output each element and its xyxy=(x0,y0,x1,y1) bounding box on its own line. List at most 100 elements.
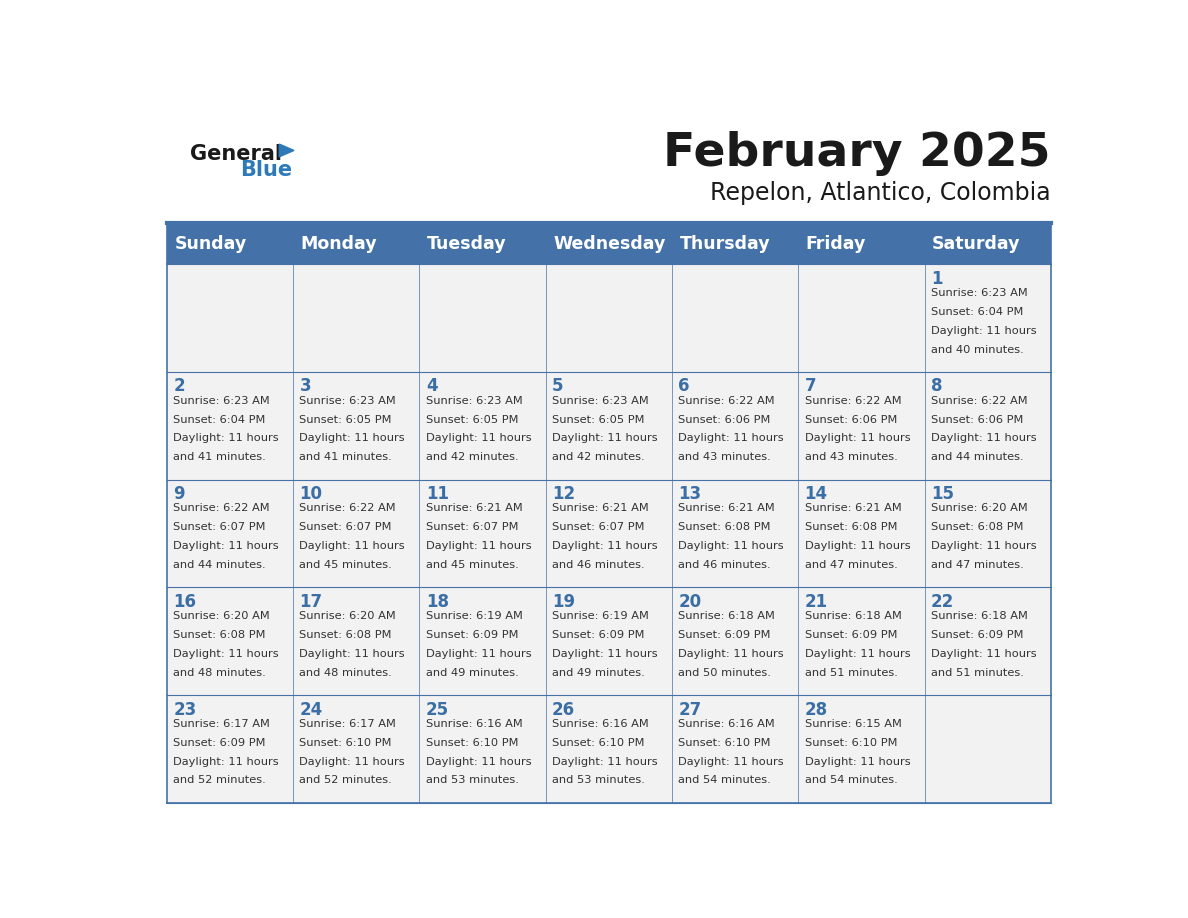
FancyBboxPatch shape xyxy=(924,372,1051,480)
Text: Daylight: 11 hours: Daylight: 11 hours xyxy=(552,541,658,551)
Text: 24: 24 xyxy=(299,700,323,719)
Text: Sunset: 6:07 PM: Sunset: 6:07 PM xyxy=(425,522,518,532)
Text: and 53 minutes.: and 53 minutes. xyxy=(552,776,645,786)
Text: Sunrise: 6:23 AM: Sunrise: 6:23 AM xyxy=(931,288,1028,298)
FancyBboxPatch shape xyxy=(419,695,545,803)
FancyBboxPatch shape xyxy=(672,695,798,803)
Text: Sunrise: 6:22 AM: Sunrise: 6:22 AM xyxy=(804,396,902,406)
Text: Sunrise: 6:18 AM: Sunrise: 6:18 AM xyxy=(678,611,776,621)
Text: Daylight: 11 hours: Daylight: 11 hours xyxy=(299,433,405,443)
Text: Sunrise: 6:16 AM: Sunrise: 6:16 AM xyxy=(678,719,775,729)
FancyBboxPatch shape xyxy=(166,264,293,372)
Text: Daylight: 11 hours: Daylight: 11 hours xyxy=(552,756,658,767)
Text: 3: 3 xyxy=(299,377,311,396)
Text: Daylight: 11 hours: Daylight: 11 hours xyxy=(425,541,531,551)
Text: and 51 minutes.: and 51 minutes. xyxy=(931,667,1024,677)
Text: and 53 minutes.: and 53 minutes. xyxy=(425,776,519,786)
Text: Sunrise: 6:20 AM: Sunrise: 6:20 AM xyxy=(173,611,270,621)
FancyBboxPatch shape xyxy=(419,223,545,264)
Text: and 45 minutes.: and 45 minutes. xyxy=(299,560,392,570)
Text: Sunset: 6:07 PM: Sunset: 6:07 PM xyxy=(173,522,266,532)
Text: Daylight: 11 hours: Daylight: 11 hours xyxy=(804,649,910,659)
FancyBboxPatch shape xyxy=(672,372,798,480)
Text: February 2025: February 2025 xyxy=(663,131,1051,176)
Text: Sunrise: 6:20 AM: Sunrise: 6:20 AM xyxy=(931,503,1028,513)
FancyBboxPatch shape xyxy=(293,223,419,264)
Text: Sunset: 6:09 PM: Sunset: 6:09 PM xyxy=(931,630,1023,640)
Text: Sunset: 6:05 PM: Sunset: 6:05 PM xyxy=(299,415,392,424)
Text: Sunset: 6:06 PM: Sunset: 6:06 PM xyxy=(931,415,1023,424)
Text: and 43 minutes.: and 43 minutes. xyxy=(678,453,771,463)
Text: Monday: Monday xyxy=(301,235,378,252)
Text: Daylight: 11 hours: Daylight: 11 hours xyxy=(804,541,910,551)
Text: Sunrise: 6:20 AM: Sunrise: 6:20 AM xyxy=(299,611,397,621)
Text: 8: 8 xyxy=(931,377,942,396)
Text: 27: 27 xyxy=(678,700,702,719)
Text: 2: 2 xyxy=(173,377,185,396)
Text: Sunrise: 6:21 AM: Sunrise: 6:21 AM xyxy=(804,503,902,513)
Text: Sunrise: 6:18 AM: Sunrise: 6:18 AM xyxy=(804,611,902,621)
Text: Daylight: 11 hours: Daylight: 11 hours xyxy=(678,541,784,551)
Text: General: General xyxy=(190,144,282,164)
Text: 23: 23 xyxy=(173,700,196,719)
Text: Sunset: 6:09 PM: Sunset: 6:09 PM xyxy=(804,630,897,640)
Text: Daylight: 11 hours: Daylight: 11 hours xyxy=(173,541,279,551)
FancyBboxPatch shape xyxy=(293,588,419,695)
FancyBboxPatch shape xyxy=(798,588,924,695)
Text: 4: 4 xyxy=(425,377,437,396)
Text: 17: 17 xyxy=(299,593,323,610)
Text: 19: 19 xyxy=(552,593,575,610)
Text: Sunday: Sunday xyxy=(175,235,247,252)
Text: Sunrise: 6:16 AM: Sunrise: 6:16 AM xyxy=(425,719,523,729)
Text: Sunrise: 6:19 AM: Sunrise: 6:19 AM xyxy=(552,611,649,621)
Text: and 41 minutes.: and 41 minutes. xyxy=(299,453,392,463)
Text: Sunrise: 6:23 AM: Sunrise: 6:23 AM xyxy=(299,396,397,406)
Text: Daylight: 11 hours: Daylight: 11 hours xyxy=(931,433,1036,443)
FancyBboxPatch shape xyxy=(166,695,293,803)
Text: Daylight: 11 hours: Daylight: 11 hours xyxy=(425,649,531,659)
FancyBboxPatch shape xyxy=(293,264,419,372)
Text: Sunrise: 6:23 AM: Sunrise: 6:23 AM xyxy=(173,396,270,406)
FancyBboxPatch shape xyxy=(293,480,419,588)
Text: Sunrise: 6:21 AM: Sunrise: 6:21 AM xyxy=(552,503,649,513)
Text: and 50 minutes.: and 50 minutes. xyxy=(678,667,771,677)
FancyBboxPatch shape xyxy=(798,695,924,803)
Text: Sunrise: 6:15 AM: Sunrise: 6:15 AM xyxy=(804,719,902,729)
Text: Sunrise: 6:17 AM: Sunrise: 6:17 AM xyxy=(173,719,270,729)
Text: and 45 minutes.: and 45 minutes. xyxy=(425,560,518,570)
Text: 20: 20 xyxy=(678,593,701,610)
Text: 11: 11 xyxy=(425,485,449,503)
Text: Daylight: 11 hours: Daylight: 11 hours xyxy=(931,649,1036,659)
Text: Sunrise: 6:18 AM: Sunrise: 6:18 AM xyxy=(931,611,1028,621)
Text: 26: 26 xyxy=(552,700,575,719)
FancyBboxPatch shape xyxy=(545,588,672,695)
Text: Repelon, Atlantico, Colombia: Repelon, Atlantico, Colombia xyxy=(710,181,1051,205)
FancyBboxPatch shape xyxy=(419,372,545,480)
Text: Sunset: 6:07 PM: Sunset: 6:07 PM xyxy=(552,522,645,532)
Text: Blue: Blue xyxy=(240,160,292,180)
Text: and 40 minutes.: and 40 minutes. xyxy=(931,344,1024,354)
FancyBboxPatch shape xyxy=(545,372,672,480)
Text: Wednesday: Wednesday xyxy=(554,235,665,252)
Text: Daylight: 11 hours: Daylight: 11 hours xyxy=(173,649,279,659)
Text: Sunset: 6:10 PM: Sunset: 6:10 PM xyxy=(425,738,518,747)
Text: Sunrise: 6:22 AM: Sunrise: 6:22 AM xyxy=(299,503,396,513)
Text: 6: 6 xyxy=(678,377,690,396)
FancyBboxPatch shape xyxy=(924,695,1051,803)
Text: and 51 minutes.: and 51 minutes. xyxy=(804,667,897,677)
Text: Sunset: 6:05 PM: Sunset: 6:05 PM xyxy=(552,415,645,424)
FancyBboxPatch shape xyxy=(672,223,798,264)
FancyBboxPatch shape xyxy=(924,588,1051,695)
Text: Sunset: 6:05 PM: Sunset: 6:05 PM xyxy=(425,415,518,424)
Text: Daylight: 11 hours: Daylight: 11 hours xyxy=(678,433,784,443)
Text: and 48 minutes.: and 48 minutes. xyxy=(299,667,392,677)
Text: Daylight: 11 hours: Daylight: 11 hours xyxy=(678,649,784,659)
Text: Sunrise: 6:21 AM: Sunrise: 6:21 AM xyxy=(678,503,775,513)
FancyBboxPatch shape xyxy=(293,695,419,803)
Text: and 47 minutes.: and 47 minutes. xyxy=(804,560,897,570)
Text: Daylight: 11 hours: Daylight: 11 hours xyxy=(425,756,531,767)
Text: 15: 15 xyxy=(931,485,954,503)
Polygon shape xyxy=(279,144,293,157)
Text: and 48 minutes.: and 48 minutes. xyxy=(173,667,266,677)
Text: Friday: Friday xyxy=(805,235,866,252)
